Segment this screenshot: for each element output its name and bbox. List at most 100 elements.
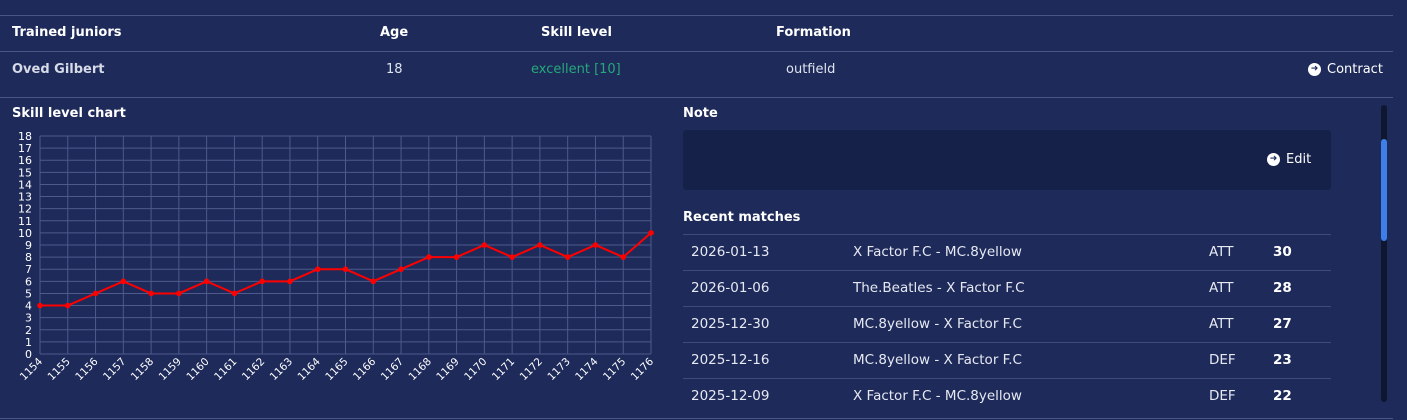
x-tick-label: 1155 (46, 356, 73, 383)
match-score: 23 (1273, 352, 1292, 368)
y-tick-label: 0 (25, 348, 32, 361)
y-tick-label: 5 (25, 287, 32, 300)
data-point (537, 242, 543, 248)
x-tick-label: 1175 (601, 356, 628, 383)
arrow-circle-right-icon: ➜ (1267, 153, 1280, 166)
x-tick-label: 1159 (157, 356, 184, 383)
y-tick-label: 3 (25, 312, 32, 325)
match-date: 2025-12-30 (691, 316, 770, 332)
match-date: 2026-01-13 (691, 244, 770, 260)
data-point (231, 290, 238, 297)
player-name[interactable]: Oved Gilbert (12, 62, 105, 77)
match-score: 22 (1273, 388, 1292, 404)
match-row[interactable]: 2026-01-06 The.Beatles - X Factor F.C ATT 2… (683, 270, 1331, 306)
header-age: Age (380, 25, 409, 40)
x-tick-label: 1162 (240, 356, 267, 383)
match-position: ATT (1209, 316, 1234, 332)
contract-button[interactable]: ➜ Contract (1308, 62, 1383, 77)
data-point (259, 278, 265, 285)
y-tick-label: 17 (18, 142, 32, 155)
data-point (509, 254, 515, 260)
data-point (481, 242, 488, 248)
chart-title: Skill level chart (12, 106, 126, 121)
y-tick-label: 12 (18, 203, 32, 216)
data-point (176, 290, 182, 297)
x-tick-label: 1164 (295, 355, 323, 383)
x-tick-label: 1160 (184, 356, 211, 383)
data-point (398, 266, 404, 273)
match-teams: X Factor F.C - MC.8yellow (853, 244, 1022, 260)
x-tick-label: 1163 (268, 356, 295, 383)
match-position: DEF (1209, 352, 1236, 368)
player-age: 18 (386, 62, 403, 77)
x-tick-label: 1168 (407, 356, 434, 383)
data-point (342, 266, 349, 273)
table-top-border (0, 15, 1393, 16)
row-divider (0, 97, 1393, 98)
note-box: ➜ Edit (683, 130, 1331, 190)
data-point (370, 278, 377, 285)
data-point (287, 278, 293, 285)
x-tick-label: 1158 (129, 356, 156, 383)
y-tick-label: 18 (18, 130, 32, 143)
data-point (203, 278, 210, 285)
data-point (37, 302, 43, 309)
x-tick-label: 1165 (323, 356, 350, 383)
y-tick-label: 4 (25, 300, 32, 313)
scrollbar[interactable] (1381, 105, 1387, 402)
match-score: 28 (1273, 280, 1292, 296)
y-tick-label: 6 (25, 275, 32, 288)
player-skill-level: excellent [10] (531, 62, 621, 77)
match-teams: MC.8yellow - X Factor F.C (853, 352, 1022, 368)
y-tick-label: 15 (18, 166, 32, 179)
match-date: 2025-12-09 (691, 388, 770, 404)
header-trained-juniors: Trained juniors (12, 25, 122, 40)
bottom-divider (0, 418, 1393, 419)
match-teams: MC.8yellow - X Factor F.C (853, 316, 1022, 332)
y-tick-label: 11 (18, 215, 32, 228)
data-point (648, 230, 654, 236)
recent-matches-list: 2026-01-13 X Factor F.C - MC.8yellow ATT 30… (683, 234, 1331, 414)
player-formation: outfield (786, 62, 836, 77)
data-point (426, 254, 432, 260)
x-tick-label: 1176 (629, 355, 657, 383)
recent-matches-title: Recent matches (683, 210, 801, 225)
x-tick-label: 1173 (545, 356, 572, 383)
y-tick-label: 10 (18, 227, 32, 240)
match-row[interactable]: 2025-12-30 MC.8yellow - X Factor F.C ATT 27 (683, 306, 1331, 342)
header-divider (0, 51, 1393, 52)
x-tick-label: 1161 (212, 356, 239, 383)
match-row[interactable]: 2025-12-09 X Factor F.C - MC.8yellow DEF 22 (683, 378, 1331, 414)
data-point (564, 254, 571, 260)
data-point (592, 242, 599, 248)
data-point (148, 290, 154, 297)
match-row[interactable]: 2026-01-13 X Factor F.C - MC.8yellow ATT 30 (683, 234, 1331, 270)
match-row[interactable]: 2025-12-16 MC.8yellow - X Factor F.C DEF 23 (683, 342, 1331, 378)
y-tick-label: 14 (18, 178, 32, 191)
x-tick-label: 1166 (351, 355, 379, 383)
y-tick-label: 9 (25, 239, 32, 252)
note-title: Note (683, 106, 718, 121)
data-point (453, 254, 460, 260)
y-tick-label: 7 (25, 263, 32, 276)
x-tick-label: 1156 (73, 355, 101, 383)
x-tick-label: 1169 (434, 356, 461, 383)
edit-button[interactable]: ➜ Edit (1267, 152, 1311, 167)
match-teams: X Factor F.C - MC.8yellow (853, 388, 1022, 404)
y-tick-label: 13 (18, 191, 32, 204)
contract-label: Contract (1327, 62, 1383, 77)
data-point (120, 278, 127, 285)
header-skill-level: Skill level (541, 25, 612, 40)
match-position: ATT (1209, 280, 1234, 296)
match-date: 2026-01-06 (691, 280, 770, 296)
y-tick-label: 1 (25, 336, 32, 349)
match-position: ATT (1209, 244, 1234, 260)
scrollbar-thumb[interactable] (1381, 139, 1387, 241)
match-teams: The.Beatles - X Factor F.C (853, 280, 1025, 296)
y-tick-label: 16 (18, 154, 32, 167)
header-formation: Formation (776, 25, 851, 40)
data-point (64, 302, 71, 309)
x-tick-label: 1171 (490, 356, 517, 383)
x-tick-label: 1157 (101, 356, 128, 383)
